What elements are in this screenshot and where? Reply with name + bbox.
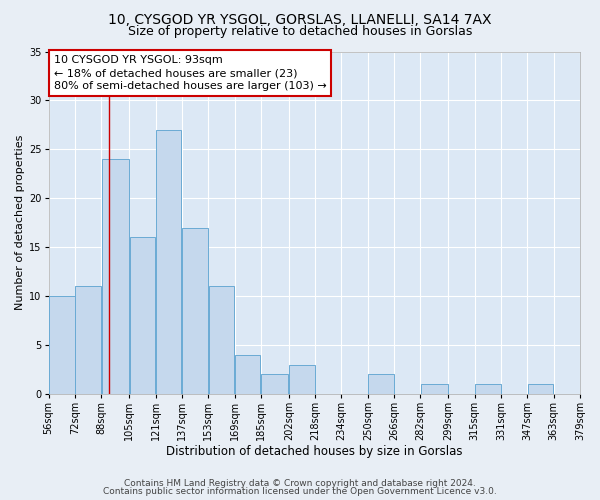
Bar: [475, 384, 500, 394]
Bar: [156, 130, 181, 394]
Text: Contains HM Land Registry data © Crown copyright and database right 2024.: Contains HM Land Registry data © Crown c…: [124, 478, 476, 488]
Bar: [130, 238, 155, 394]
Bar: [49, 296, 74, 394]
Bar: [421, 384, 448, 394]
Bar: [235, 355, 260, 394]
Bar: [101, 159, 129, 394]
Bar: [368, 374, 394, 394]
Text: 10 CYSGOD YR YSGOL: 93sqm
← 18% of detached houses are smaller (23)
80% of semi-: 10 CYSGOD YR YSGOL: 93sqm ← 18% of detac…: [54, 55, 326, 92]
Text: Contains public sector information licensed under the Open Government Licence v3: Contains public sector information licen…: [103, 487, 497, 496]
Bar: [528, 384, 553, 394]
Text: 10, CYSGOD YR YSGOL, GORSLAS, LLANELLI, SA14 7AX: 10, CYSGOD YR YSGOL, GORSLAS, LLANELLI, …: [108, 12, 492, 26]
Bar: [209, 286, 234, 394]
Y-axis label: Number of detached properties: Number of detached properties: [15, 135, 25, 310]
Bar: [76, 286, 101, 394]
Bar: [182, 228, 208, 394]
X-axis label: Distribution of detached houses by size in Gorslas: Distribution of detached houses by size …: [166, 444, 463, 458]
Text: Size of property relative to detached houses in Gorslas: Size of property relative to detached ho…: [128, 25, 472, 38]
Bar: [261, 374, 289, 394]
Bar: [289, 364, 315, 394]
